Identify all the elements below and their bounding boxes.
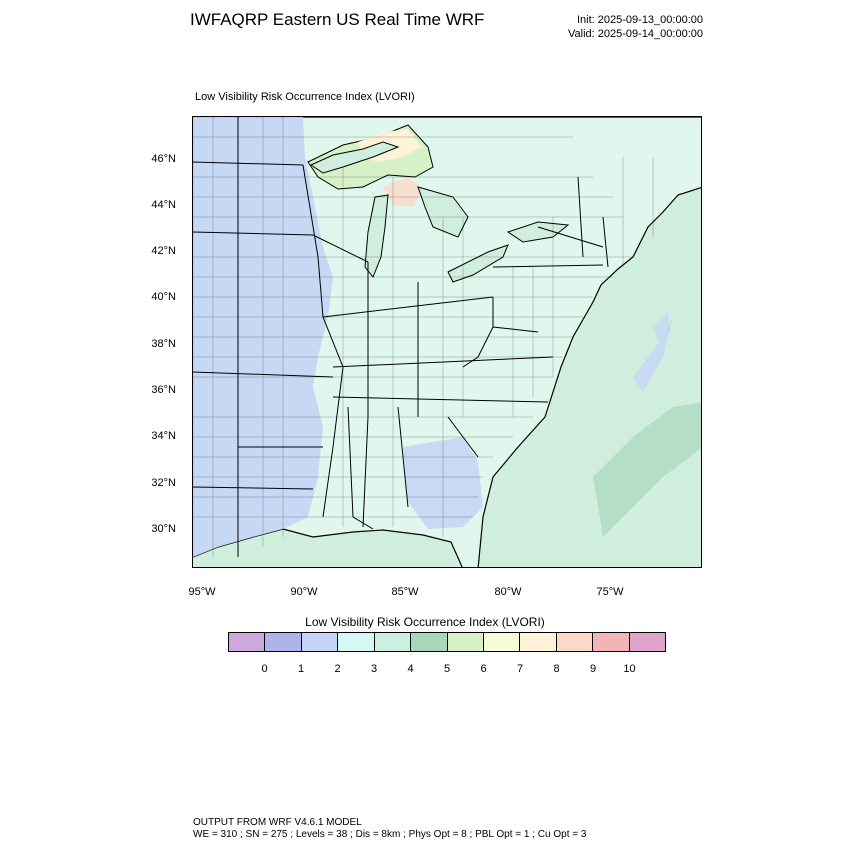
lat-label-34: 34°N <box>151 430 176 442</box>
map-panel <box>192 116 702 568</box>
colorbar-label: 8 <box>553 663 560 675</box>
lon-label-80: 80°W <box>494 586 522 598</box>
colorbar-label: 4 <box>407 663 414 675</box>
colorbar <box>228 632 666 652</box>
lat-label-44: 44°N <box>151 199 176 211</box>
lat-label-32: 32°N <box>151 477 176 489</box>
colorbar-label: 6 <box>480 663 487 675</box>
colorbar-cell <box>229 633 266 651</box>
colorbar-cell <box>520 633 557 651</box>
lat-label-40: 40°N <box>151 291 176 303</box>
lake-michigan <box>364 194 389 278</box>
colorbar-label: 9 <box>589 663 597 675</box>
map-title: Low Visibility Risk Occurrence Index (LV… <box>195 91 415 103</box>
colorbar-cell <box>447 633 484 651</box>
colorbar-cell <box>338 633 375 651</box>
init-time-label: Init: 2025-09-13_00:00:00 <box>577 14 703 26</box>
lon-label-85: 85°W <box>391 586 419 598</box>
colorbar-cell <box>556 633 594 651</box>
colorbar-cell <box>301 633 339 651</box>
model-info-line-1: OUTPUT FROM WRF V4.6.1 MODEL <box>193 817 362 828</box>
lat-label-46: 46°N <box>151 153 176 165</box>
lat-label-30: 30°N <box>151 523 176 535</box>
ocean-patch-blue-2 <box>653 312 671 342</box>
colorbar-cell <box>593 633 630 651</box>
model-info-line-2: WE = 310 ; SN = 275 ; Levels = 38 ; Dis … <box>193 829 587 840</box>
lat-label-38: 38°N <box>151 338 176 350</box>
valid-time-label: Valid: 2025-09-14_00:00:00 <box>568 28 703 40</box>
ocean-patch-green <box>593 402 701 537</box>
ocean-patch-blue <box>633 317 673 392</box>
lon-label-95: 95°W <box>188 586 216 598</box>
colorbar-label: 0 <box>261 663 268 675</box>
colorbar-label: 1 <box>297 663 305 675</box>
colorbar-label: 3 <box>370 663 378 675</box>
county-boundaries <box>193 117 654 557</box>
lat-label-42: 42°N <box>151 245 176 257</box>
lon-label-75: 75°W <box>596 586 624 598</box>
lat-label-36: 36°N <box>151 384 176 396</box>
colorbar-label: 10 <box>623 663 636 675</box>
colorbar-cell <box>265 633 302 651</box>
colorbar-cell <box>374 633 412 651</box>
colorbar-cell <box>411 633 448 651</box>
colorbar-cell <box>483 633 521 651</box>
main-title: IWFAQRP Eastern US Real Time WRF <box>190 10 485 29</box>
lon-label-90: 90°W <box>290 586 318 598</box>
colorbar-cell <box>629 633 666 651</box>
colorbar-title: Low Visibility Risk Occurrence Index (LV… <box>305 615 545 629</box>
lake-superior <box>309 141 400 174</box>
lvori-map <box>193 117 701 567</box>
colorbar-label: 7 <box>516 663 524 675</box>
colorbar-label: 2 <box>334 663 341 675</box>
colorbar-label: 5 <box>443 663 451 675</box>
